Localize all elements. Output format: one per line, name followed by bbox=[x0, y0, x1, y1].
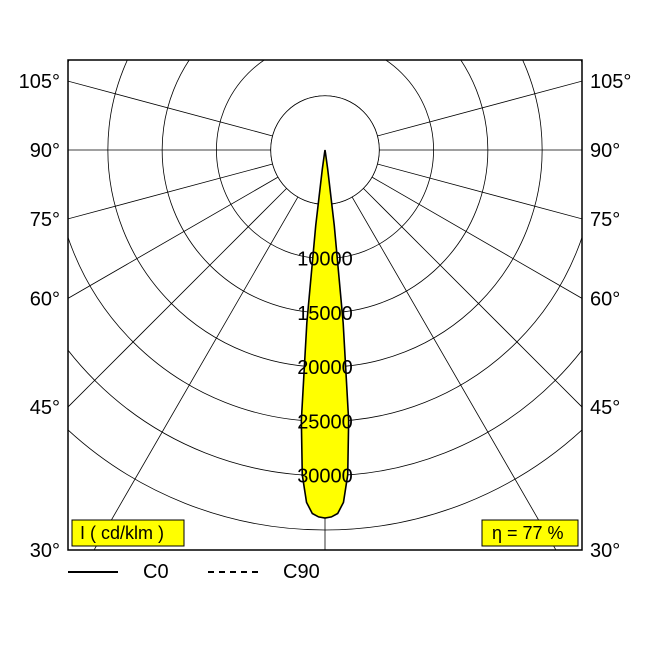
angle-label-left: 90° bbox=[30, 140, 60, 162]
angle-label-right: 90° bbox=[590, 140, 620, 162]
angle-label-right: 60° bbox=[590, 288, 620, 310]
legend-c90-label: C90 bbox=[283, 561, 320, 583]
angle-label-right: 30° bbox=[590, 540, 620, 562]
angle-label-left: 45° bbox=[30, 397, 60, 419]
angle-label-right: 75° bbox=[590, 209, 620, 231]
angle-label-left: 75° bbox=[30, 209, 60, 231]
ring-label: 20000 bbox=[297, 357, 353, 379]
ring-label: 15000 bbox=[297, 303, 353, 325]
polar-chart: 10000 15000 20000 25000 30000 30° 30° 45° 45° 60°… bbox=[0, 0, 650, 650]
angle-label-left: 60° bbox=[30, 288, 60, 310]
ring-label: 10000 bbox=[297, 249, 353, 271]
angle-label-right: 45° bbox=[590, 397, 620, 419]
ring-label: 30000 bbox=[297, 466, 353, 488]
legend-c0-label: C0 bbox=[143, 561, 169, 583]
angle-label-right: 105° bbox=[590, 71, 631, 93]
angle-label-left: 30° bbox=[30, 540, 60, 562]
ring-label: 25000 bbox=[297, 411, 353, 433]
unit-label: I ( cd/klm ) bbox=[80, 523, 164, 543]
series-c0 bbox=[301, 150, 348, 518]
eta-label: η = 77 % bbox=[492, 523, 564, 543]
angle-label-left: 105° bbox=[19, 71, 60, 93]
